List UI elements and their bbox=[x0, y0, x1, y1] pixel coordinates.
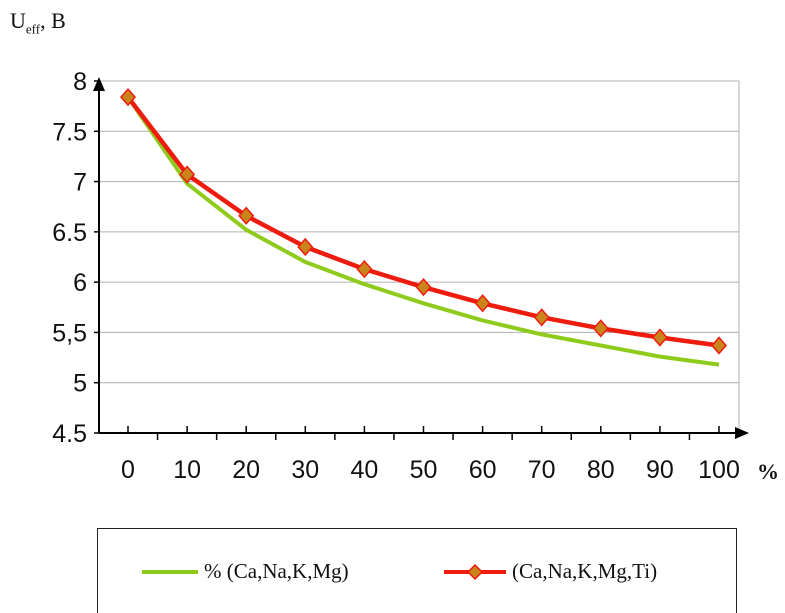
gridlines bbox=[99, 130, 739, 384]
series-b-marker bbox=[592, 319, 609, 338]
legend-swatch-series-a bbox=[142, 569, 198, 574]
x-tick-label: 10 bbox=[173, 456, 201, 484]
series-b-marker bbox=[238, 206, 255, 225]
x-tick-label: 30 bbox=[291, 456, 319, 484]
y-axis-title-unit: , B bbox=[40, 8, 66, 33]
y-tick-label: 5 bbox=[73, 370, 87, 398]
x-axis-unit: % bbox=[757, 459, 779, 484]
axes bbox=[93, 77, 749, 439]
series-b-marker bbox=[120, 87, 136, 107]
y-tick-label: 7 bbox=[73, 169, 87, 197]
y-tick-label: 6.5 bbox=[52, 219, 87, 247]
series-b-marker bbox=[179, 165, 196, 184]
legend-swatch-series-b bbox=[444, 563, 506, 580]
y-tick-label: 5,5 bbox=[52, 319, 87, 347]
x-tick-label: 70 bbox=[528, 456, 556, 484]
x-tick-label: 40 bbox=[350, 456, 378, 484]
y-axis-title-main: U bbox=[10, 8, 26, 33]
legend: % (Ca,Na,K,Mg) (Ca,Na,K,Mg,Ti) bbox=[97, 528, 737, 613]
legend-item-series-b: (Ca,Na,K,Mg,Ti) bbox=[442, 559, 657, 584]
plot-area bbox=[98, 80, 740, 434]
y-axis-title-sub: eff bbox=[25, 21, 41, 37]
y-axis-title: Ueff, B bbox=[10, 8, 66, 37]
x-tick-label: 60 bbox=[469, 456, 497, 484]
x-tick-label: 20 bbox=[232, 456, 260, 484]
y-axis-arrow bbox=[93, 77, 105, 91]
series-b-marker bbox=[474, 294, 491, 313]
series-group bbox=[120, 87, 727, 367]
y-tick-label: 7.5 bbox=[52, 118, 87, 146]
x-tick-label: 100 bbox=[698, 456, 740, 484]
x-axis-arrow bbox=[735, 427, 749, 439]
x-tick-label: 80 bbox=[587, 456, 615, 484]
series-a-line bbox=[126, 95, 720, 367]
axis-ticks: 4.555,566.577.580 10 20 30 40 50 60 70 80 90 100 bbox=[52, 68, 740, 484]
y-tick-label: 8 bbox=[73, 68, 87, 96]
y-tick-label: 6 bbox=[73, 269, 87, 297]
legend-item-series-a: % (Ca,Na,K,Mg) bbox=[140, 559, 349, 584]
y-tick-label: 4.5 bbox=[52, 420, 87, 448]
series-b-marker bbox=[651, 328, 668, 347]
x-tick-label: 50 bbox=[410, 456, 438, 484]
series-b-marker bbox=[711, 336, 727, 355]
series-b-marker bbox=[297, 237, 314, 257]
series-b-marker bbox=[415, 278, 432, 297]
legend-label-series-b: (Ca,Na,K,Mg,Ti) bbox=[512, 559, 658, 583]
series-b-marker bbox=[356, 259, 373, 279]
x-tick-label: 90 bbox=[646, 456, 674, 484]
x-tick-label: 0 bbox=[121, 456, 135, 484]
legend-label-series-a: % (Ca,Na,K,Mg) bbox=[204, 559, 349, 583]
series-b-marker bbox=[533, 308, 550, 327]
